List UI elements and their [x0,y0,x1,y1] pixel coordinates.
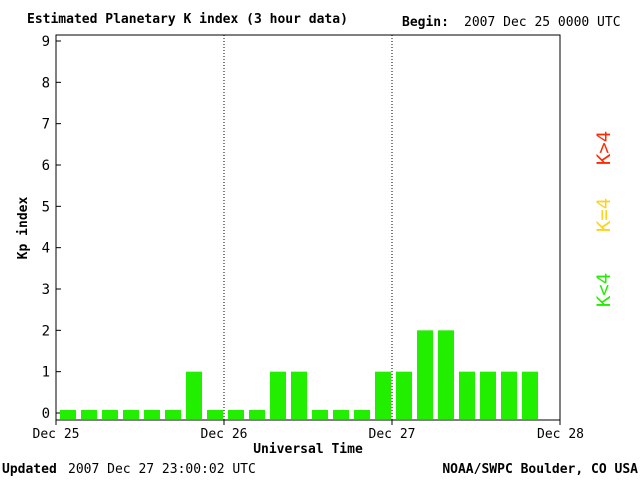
kp-bar [480,371,496,419]
updated-label: Updated [2,462,57,477]
kp-bar [207,410,223,419]
kp-bar [354,410,370,419]
kp-bar [228,410,244,419]
begin-label: Begin: [402,15,449,30]
kp-bar [123,410,139,419]
y-tick-label: 5 [42,199,50,215]
kp-bar [249,410,265,419]
kp-bar [81,410,97,419]
legend-k-lt-4: K<4 [593,273,615,307]
legend-k-gt-4: K>4 [593,131,615,165]
y-tick-label: 8 [42,75,50,91]
source-credit: NOAA/SWPC Boulder, CO USA [442,462,638,477]
begin-value: 2007 Dec 25 0000 UTC [464,15,621,30]
x-axis-label: Universal Time [253,442,363,457]
x-tick-label: Dec 27 [369,427,416,442]
kp-bar [186,371,202,419]
kp-bar [522,371,538,419]
kp-bar [165,410,181,419]
kp-bar [438,330,454,419]
y-tick-label: 4 [42,241,50,257]
kp-bar [291,371,307,419]
kp-bar [501,371,517,419]
kp-bar [270,371,286,419]
y-tick-label: 0 [42,406,50,422]
chart-title: Estimated Planetary K index (3 hour data… [27,12,348,27]
kp-bar [144,410,160,419]
y-tick-label: 3 [42,282,50,298]
day-separators [223,35,393,420]
kp-bar [60,410,76,419]
kp-bar [417,330,433,419]
updated-value: 2007 Dec 27 23:00:02 UTC [68,462,256,477]
y-tick-label: 9 [42,34,50,50]
y-tick-label: 2 [42,323,50,339]
y-tick-label: 6 [42,158,50,174]
kp-bar [396,371,412,419]
kp-bar [312,410,328,419]
y-tick-label: 1 [42,365,50,381]
x-tick-label: Dec 25 [33,427,80,442]
x-tick-label: Dec 28 [537,427,584,442]
kp-bar [102,410,118,419]
x-tick-label: Dec 26 [201,427,248,442]
y-axis-label: Kp index [16,197,31,260]
kp-bar [375,371,391,419]
y-axis-ticks: 0 1 2 3 4 5 6 7 8 9 [42,34,61,422]
legend-k-eq-4: K=4 [593,198,615,232]
x-axis-ticks: Dec 25 Dec 26 Dec 27 Dec 28 [33,420,584,442]
y-tick-label: 7 [42,117,50,133]
bar-series [60,330,538,419]
kp-bar [333,410,349,419]
plot-frame [55,34,561,421]
kp-bar [459,371,475,419]
